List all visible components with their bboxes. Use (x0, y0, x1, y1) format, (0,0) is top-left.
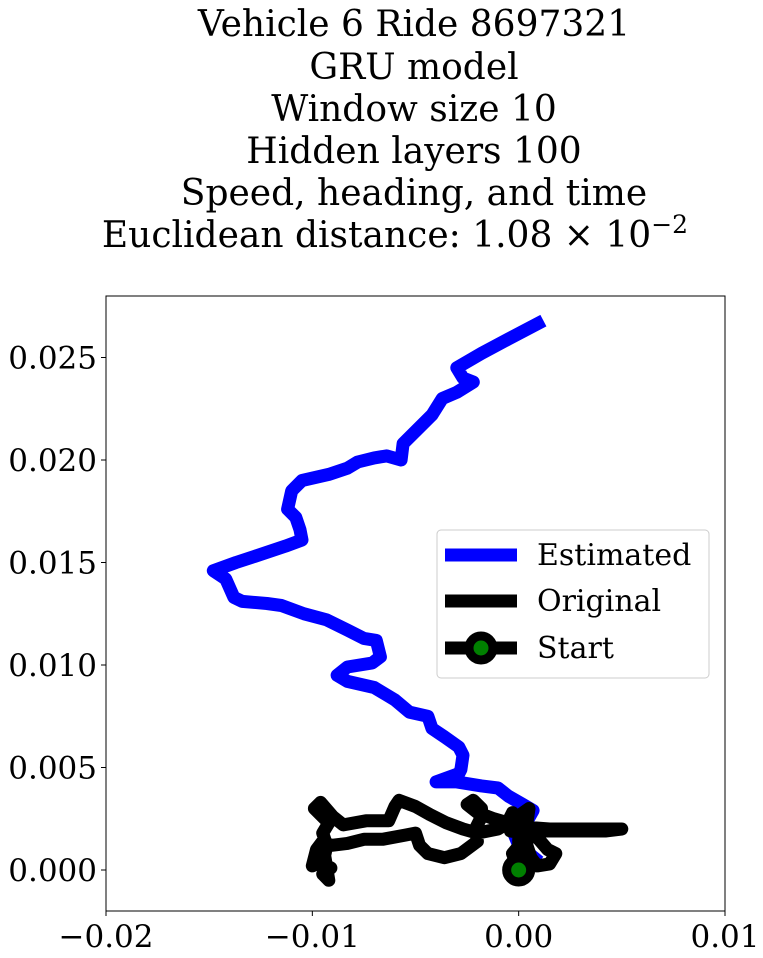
legend: Estimated Original Start (436, 529, 710, 679)
chart-title: Vehicle 6 Ride 8697321 GRU model Window … (102, 4, 688, 256)
title-line-3: Window size 10 (271, 89, 557, 130)
y-tick-label: 0.025 (8, 341, 97, 377)
legend-start-marker (464, 631, 498, 665)
series-estimated-line (206, 314, 547, 867)
x-tick-label: 0.00 (484, 919, 553, 955)
y-tick-label: 0.005 (8, 751, 97, 787)
x-axis: −0.02 −0.01 0.00 0.01 (59, 911, 760, 955)
legend-label-original: Original (537, 584, 661, 619)
series-original-line (305, 793, 629, 887)
title-line-2: GRU model (309, 47, 518, 88)
y-tick-label: 0.010 (8, 648, 97, 684)
title-exponent: −2 (651, 210, 688, 239)
x-tick-label: −0.01 (265, 919, 360, 955)
x-tick-label: 0.01 (690, 919, 759, 955)
plot-frame (105, 295, 726, 912)
legend-label-estimated: Estimated (537, 538, 691, 573)
title-line-1: Vehicle 6 Ride 8697321 (197, 4, 630, 45)
x-tick-label: −0.02 (59, 919, 154, 955)
title-line-6: Euclidean distance: 1.08 × 10−2 (102, 210, 688, 256)
title-line-6-base: Euclidean distance: 1.08 × 10 (102, 215, 651, 256)
plot-area (206, 314, 629, 887)
y-tick-label: 0.000 (8, 853, 97, 889)
title-line-4: Hidden layers 100 (246, 131, 581, 172)
y-axis: 0.000 0.005 0.010 0.015 0.020 0.025 (8, 341, 106, 889)
start-marker (502, 853, 536, 887)
y-tick-label: 0.015 (8, 546, 97, 582)
y-tick-label: 0.020 (8, 443, 97, 479)
title-line-5: Speed, heading, and time (181, 173, 647, 214)
legend-frame (436, 529, 710, 679)
legend-label-start: Start (537, 631, 614, 666)
